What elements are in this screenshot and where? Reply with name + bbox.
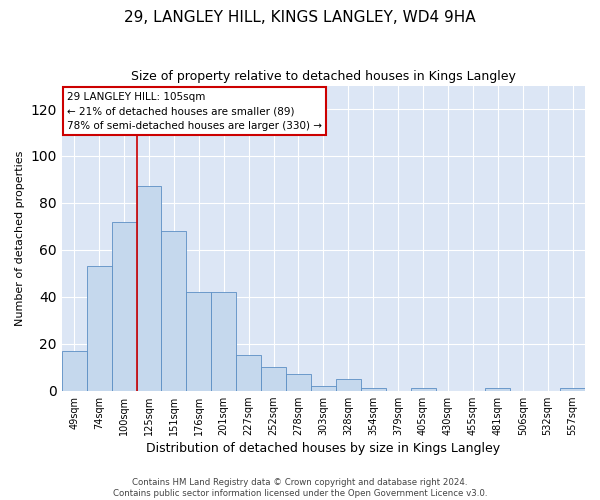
Bar (361, 388, 386, 390)
Bar (485, 388, 510, 390)
Bar (137, 186, 161, 390)
Bar (311, 386, 336, 390)
Title: Size of property relative to detached houses in Kings Langley: Size of property relative to detached ho… (131, 70, 516, 83)
Bar (560, 388, 585, 390)
Bar (286, 374, 311, 390)
X-axis label: Distribution of detached houses by size in Kings Langley: Distribution of detached houses by size … (146, 442, 500, 455)
Bar (112, 222, 137, 390)
Bar (336, 379, 361, 390)
Bar (161, 231, 187, 390)
Text: 29 LANGLEY HILL: 105sqm
← 21% of detached houses are smaller (89)
78% of semi-de: 29 LANGLEY HILL: 105sqm ← 21% of detache… (67, 92, 322, 132)
Y-axis label: Number of detached properties: Number of detached properties (15, 150, 25, 326)
Bar (87, 266, 112, 390)
Bar (187, 292, 211, 390)
Bar (410, 388, 436, 390)
Bar (62, 351, 87, 391)
Bar (261, 367, 286, 390)
Text: 29, LANGLEY HILL, KINGS LANGLEY, WD4 9HA: 29, LANGLEY HILL, KINGS LANGLEY, WD4 9HA (124, 10, 476, 25)
Text: Contains HM Land Registry data © Crown copyright and database right 2024.
Contai: Contains HM Land Registry data © Crown c… (113, 478, 487, 498)
Bar (236, 356, 261, 390)
Bar (211, 292, 236, 390)
